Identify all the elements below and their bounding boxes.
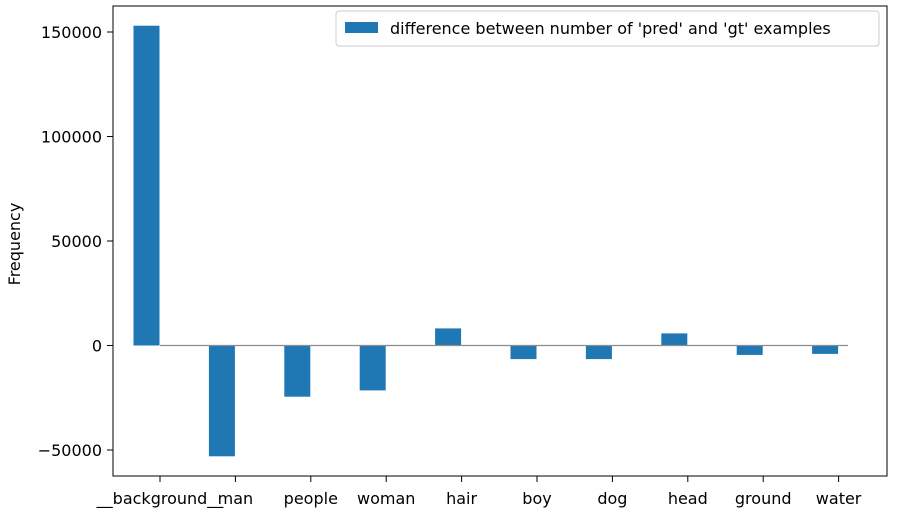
y-tick-label: 0 — [92, 337, 102, 356]
y-tick-label: 50000 — [51, 232, 102, 251]
x-tick-label: hair — [446, 489, 477, 508]
bar-head — [661, 333, 688, 346]
y-tick-label: −50000 — [38, 441, 102, 460]
bar-people — [284, 345, 311, 397]
bars-group — [133, 25, 839, 457]
legend: difference between number of 'pred' and … — [335, 10, 880, 47]
x-tick-label: ground — [735, 489, 792, 508]
bar-ground — [736, 345, 763, 355]
x-axis: __background__man people woman hair boy dog he… — [96, 476, 862, 509]
bar-water — [812, 345, 839, 354]
legend-label: difference between number of 'pred' and … — [390, 19, 831, 38]
bar-man — [208, 345, 235, 457]
x-tick-label: water — [816, 489, 862, 508]
y-axis: −50000 0 50000 100000 150000 — [38, 23, 113, 460]
bar-hair — [435, 328, 462, 346]
x-tick-label: head — [668, 489, 708, 508]
y-tick-label: 150000 — [41, 23, 102, 42]
x-tick-label: man — [218, 489, 254, 508]
y-tick-label: 100000 — [41, 128, 102, 147]
bar-background — [133, 25, 160, 346]
legend-swatch — [345, 22, 378, 33]
x-tick-label: __background__ — [96, 489, 225, 509]
x-tick-label: dog — [597, 489, 627, 508]
x-tick-label: people — [284, 489, 338, 508]
y-axis-title: Frequency — [5, 203, 24, 286]
x-tick-label: boy — [522, 489, 551, 508]
x-tick-label: woman — [357, 489, 415, 508]
legend-box — [335, 10, 880, 47]
bar-woman — [359, 345, 386, 391]
bar-dog — [585, 345, 612, 360]
bar-boy — [510, 345, 537, 360]
